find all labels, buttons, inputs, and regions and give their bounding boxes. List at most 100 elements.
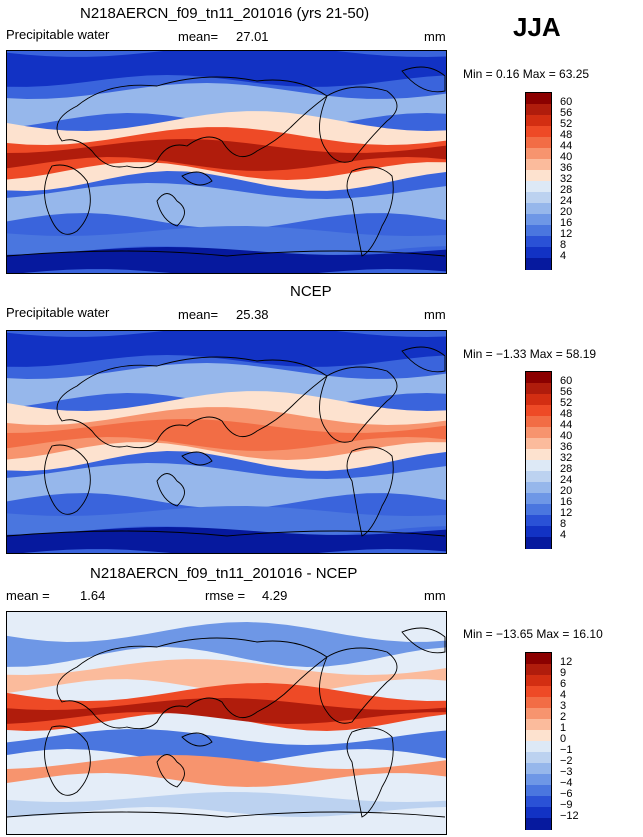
colorbar-swatch [526, 236, 551, 248]
contour-band [7, 331, 446, 367]
colorbar-level-label: 4 [560, 689, 567, 701]
colorbar-swatch [526, 247, 551, 259]
panel3-colorbar [525, 652, 552, 830]
colorbar-level-label: 20 [560, 485, 573, 497]
colorbar-level-label: 12 [560, 656, 573, 668]
colorbar-level-label: 4 [560, 529, 567, 541]
panel3-title: N218AERCN_f09_tn11_201016 - NCEP [90, 565, 358, 582]
panel3-units: mm [424, 588, 446, 603]
colorbar-swatch [526, 493, 551, 505]
colorbar-level-label: 44 [560, 140, 573, 152]
colorbar-swatch [526, 170, 551, 182]
panel2-mean-label: mean= [178, 307, 219, 322]
colorbar-swatch [526, 405, 551, 417]
colorbar-swatch [526, 675, 551, 687]
contour-band [7, 247, 446, 273]
panel1-variable-label: Precipitable water [6, 27, 110, 42]
colorbar-level-label: −12 [560, 810, 579, 822]
colorbar-level-label: 24 [560, 474, 573, 486]
colorbar-level-label: 40 [560, 151, 573, 163]
colorbar-level-label: 32 [560, 452, 573, 464]
colorbar-level-label: 60 [560, 375, 573, 387]
contour-band [7, 419, 446, 451]
colorbar-swatch [526, 686, 551, 698]
contour-band [7, 226, 446, 256]
contour-band [7, 363, 446, 409]
panel1-units: mm [424, 29, 446, 44]
panel2-mean-value: 25.38 [236, 307, 269, 322]
colorbar-level-label: 40 [560, 430, 573, 442]
colorbar-swatch [526, 482, 551, 494]
colorbar-level-label: 16 [560, 496, 573, 508]
colorbar-level-label: −6 [560, 788, 573, 800]
colorbar-level-label: 8 [560, 239, 567, 251]
colorbar-level-label: 12 [560, 228, 573, 240]
colorbar-level-label: −2 [560, 755, 573, 767]
colorbar-level-label: 52 [560, 397, 573, 409]
colorbar-level-label: 16 [560, 217, 573, 229]
colorbar-level-label: 56 [560, 386, 573, 398]
colorbar-swatch [526, 515, 551, 527]
contour-band [7, 755, 446, 787]
colorbar-level-label: 60 [560, 96, 573, 108]
colorbar-swatch [526, 807, 551, 819]
contour-band [7, 183, 446, 229]
panel3-mean-value: 1.64 [80, 588, 106, 603]
colorbar-swatch [526, 416, 551, 428]
contour-band [7, 792, 446, 817]
colorbar-swatch [526, 796, 551, 808]
panel3-map [6, 611, 447, 835]
contour-band [7, 698, 446, 724]
colorbar-level-label: 4 [560, 250, 567, 262]
colorbar-swatch [526, 192, 551, 204]
coastline [7, 66, 446, 257]
colorbar-swatch [526, 214, 551, 226]
colorbar-swatch [526, 460, 551, 472]
colorbar-level-label: 12 [560, 507, 573, 519]
panel2-minmax: Min = −1.33 Max = 58.19 [463, 347, 597, 361]
contour-band [7, 659, 446, 695]
colorbar-swatch [526, 449, 551, 461]
panel1-colorbar [525, 92, 552, 270]
colorbar-level-label: 28 [560, 463, 573, 475]
panel3-rmse-value: 4.29 [262, 588, 288, 603]
panel1-title: N218AERCN_f09_tn11_201016 (yrs 21-50) [80, 5, 370, 22]
colorbar-swatch [526, 137, 551, 149]
colorbar-level-label: 0 [560, 733, 567, 745]
panel1-mean-value: 27.01 [236, 29, 269, 44]
colorbar-level-label: 1 [560, 722, 567, 734]
colorbar-swatch [526, 383, 551, 395]
colorbar-swatch [526, 438, 551, 450]
colorbar-level-label: 56 [560, 107, 573, 119]
colorbar-level-label: 48 [560, 408, 573, 420]
colorbar-swatch [526, 148, 551, 160]
colorbar-level-label: −9 [560, 799, 573, 811]
panel2-colorbar [525, 371, 552, 549]
coastline [7, 346, 446, 537]
colorbar-level-label: 44 [560, 419, 573, 431]
colorbar-swatch [526, 93, 551, 105]
colorbar-swatch [526, 719, 551, 731]
colorbar-level-label: 8 [560, 518, 567, 530]
colorbar-level-label: 2 [560, 711, 567, 723]
colorbar-swatch [526, 526, 551, 538]
colorbar-level-label: 32 [560, 173, 573, 185]
colorbar-swatch [526, 730, 551, 742]
colorbar-swatch [526, 427, 551, 439]
contour-band [7, 83, 446, 129]
colorbar-swatch [526, 664, 551, 676]
colorbar-swatch [526, 159, 551, 171]
contour-band [7, 622, 446, 667]
panel3-minmax: Min = −13.65 Max = 16.10 [463, 627, 603, 641]
colorbar-level-label: 48 [560, 129, 573, 141]
contour-field [7, 331, 446, 553]
colorbar-level-label: 36 [560, 441, 573, 453]
colorbar-swatch [526, 741, 551, 753]
colorbar-level-label: −3 [560, 766, 573, 778]
colorbar-swatch [526, 537, 551, 549]
panel2-title: NCEP [290, 283, 332, 300]
contour-band [7, 506, 446, 536]
colorbar-swatch [526, 471, 551, 483]
colorbar-level-label: −4 [560, 777, 573, 789]
colorbar-swatch [526, 763, 551, 775]
